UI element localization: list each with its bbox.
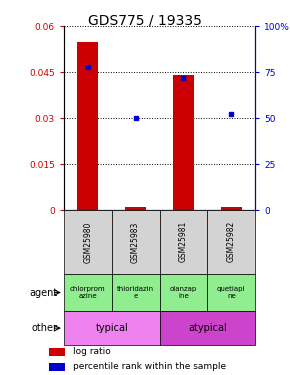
Bar (173, 75, 194, 210)
Text: GSM25983: GSM25983 (131, 221, 140, 262)
Bar (207, 274, 255, 311)
Text: thioridazin
e: thioridazin e (117, 286, 154, 299)
Bar (160, 274, 207, 311)
Text: typical: typical (95, 323, 128, 333)
Bar (207, 210, 255, 274)
Bar (160, 210, 207, 274)
Text: log ratio: log ratio (73, 347, 110, 356)
Text: GSM25981: GSM25981 (179, 221, 188, 262)
Text: chlorprom
azine: chlorprom azine (70, 286, 106, 299)
Bar (160, 311, 255, 345)
Text: atypical: atypical (188, 323, 227, 333)
Text: olanzap
ine: olanzap ine (170, 286, 197, 299)
Bar (220, 207, 242, 210)
Text: percentile rank within the sample: percentile rank within the sample (73, 362, 226, 371)
Text: GSM25980: GSM25980 (83, 221, 92, 262)
Bar (77, 42, 99, 210)
Bar (112, 210, 160, 274)
Bar (49, 363, 65, 370)
Text: other: other (32, 323, 58, 333)
Bar (64, 311, 160, 345)
Text: agent: agent (30, 288, 58, 297)
Bar (112, 274, 160, 311)
Text: GDS775 / 19335: GDS775 / 19335 (88, 13, 202, 27)
Bar (125, 207, 146, 210)
Bar (64, 274, 112, 311)
Text: GSM25982: GSM25982 (227, 221, 236, 262)
Bar (64, 210, 112, 274)
Bar (49, 348, 65, 355)
Text: quetiapi
ne: quetiapi ne (217, 286, 246, 299)
